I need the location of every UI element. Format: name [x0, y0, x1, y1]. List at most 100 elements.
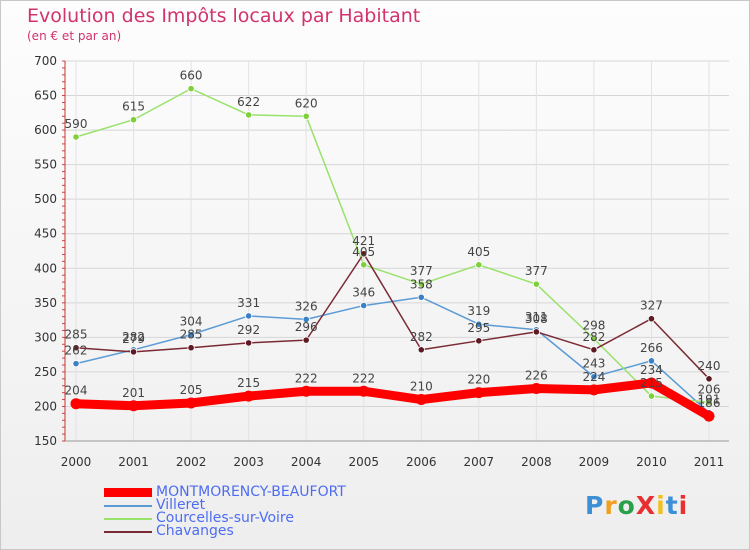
- x-tick-label: 2010: [636, 455, 667, 469]
- data-label: 205: [180, 383, 203, 397]
- data-point: [475, 320, 483, 328]
- data-point: [417, 280, 425, 288]
- y-tick-label: 450: [34, 227, 57, 241]
- legend-item: Courcelles-sur-Voire: [104, 511, 346, 525]
- series-line: [75, 253, 710, 380]
- data-point: [300, 385, 312, 397]
- legend-item: MONTMORENCY-BEAUFORT: [104, 485, 346, 499]
- data-label: 186: [698, 396, 721, 410]
- y-tick-label: 250: [34, 365, 57, 379]
- logo-letter: i: [656, 491, 666, 520]
- data-label: 282: [410, 330, 433, 344]
- data-point: [415, 394, 427, 406]
- data-label: 220: [467, 373, 490, 387]
- y-tick-label: 400: [34, 261, 57, 275]
- data-point: [705, 398, 713, 406]
- legend-label: Villeret: [156, 497, 206, 513]
- data-label: 262: [65, 344, 88, 358]
- data-label: 331: [237, 296, 260, 310]
- data-point: [532, 280, 540, 288]
- data-point: [532, 328, 540, 336]
- data-label: 405: [467, 245, 490, 259]
- data-label: 222: [352, 371, 375, 385]
- data-point: [245, 111, 253, 119]
- data-label: 590: [65, 117, 88, 131]
- data-point: [302, 315, 310, 323]
- data-point: [128, 400, 140, 412]
- data-label: 660: [180, 69, 203, 83]
- data-point: [360, 250, 368, 258]
- data-label: 622: [237, 95, 260, 109]
- data-point: [245, 312, 253, 320]
- data-point: [705, 375, 713, 383]
- data-label: 405: [352, 245, 375, 259]
- x-tick-label: 2007: [464, 455, 495, 469]
- data-label: 282: [582, 330, 605, 344]
- data-point: [129, 116, 138, 124]
- data-label: 421: [352, 234, 375, 248]
- y-tick-label: 350: [34, 296, 57, 310]
- x-tick-label: 2004: [291, 455, 322, 469]
- data-point: [647, 357, 656, 365]
- x-tick-label: 2011: [694, 455, 725, 469]
- legend-swatch: [104, 530, 152, 533]
- data-point: [360, 301, 368, 310]
- y-tick-label: 300: [34, 330, 57, 344]
- x-tick-label: 2002: [176, 455, 207, 469]
- data-label: 298: [582, 319, 605, 333]
- chart-subtitle: (en € et par an): [27, 29, 122, 43]
- data-label: 377: [525, 264, 548, 278]
- data-point: [70, 398, 82, 410]
- data-label: 243: [582, 357, 605, 371]
- data-point: [417, 346, 425, 354]
- legend-label: Chavanges: [156, 523, 234, 539]
- series-line: [75, 87, 710, 404]
- data-point: [185, 397, 197, 409]
- x-tick-label: 2005: [348, 455, 379, 469]
- data-point: [72, 360, 80, 368]
- data-point: [473, 387, 485, 399]
- data-label: 234: [640, 363, 663, 377]
- y-tick-label: 150: [34, 434, 57, 448]
- data-point: [187, 85, 195, 93]
- data-point: [245, 339, 253, 347]
- data-point: [360, 261, 368, 269]
- x-tick-label: 2006: [406, 455, 437, 469]
- logo-letter: P: [585, 491, 605, 520]
- data-point: [647, 392, 656, 400]
- logo-letter: t: [665, 491, 679, 520]
- legend-swatch: [104, 504, 152, 507]
- data-point: [530, 382, 542, 394]
- data-point: [590, 335, 598, 343]
- data-point: [302, 336, 310, 344]
- logo-letter: X: [635, 491, 657, 520]
- y-tick-label: 600: [34, 123, 57, 137]
- x-tick-label: 2009: [579, 455, 610, 469]
- data-point: [72, 133, 80, 141]
- data-point: [588, 384, 600, 396]
- y-tick-label: 500: [34, 192, 57, 206]
- data-label: 358: [410, 277, 433, 291]
- data-label: 296: [295, 320, 318, 334]
- chart-title: Evolution des Impôts locaux par Habitant: [27, 5, 421, 27]
- data-label: 308: [525, 312, 548, 326]
- x-tick-label: 2001: [118, 455, 149, 469]
- data-point: [475, 261, 483, 269]
- legend-item: Chavanges: [104, 523, 346, 539]
- x-tick-label: 2003: [233, 455, 264, 469]
- data-label: 240: [698, 359, 721, 373]
- data-point: [590, 346, 598, 354]
- line-chart: 150 200 250 300 350 400 450 500 550 600 650 700 2000…: [34, 54, 729, 469]
- logo-letter: o: [617, 491, 636, 520]
- data-label: 285: [180, 328, 203, 342]
- data-point: [302, 112, 310, 120]
- legend-item: Villeret: [104, 497, 346, 513]
- y-tick-label: 550: [34, 158, 57, 172]
- data-point: [647, 315, 656, 323]
- data-label: 266: [640, 341, 663, 355]
- data-label: 346: [352, 286, 375, 300]
- data-label: 201: [122, 386, 145, 400]
- data-point: [129, 348, 138, 356]
- data-label: 292: [237, 323, 260, 337]
- data-label: 191: [698, 393, 721, 407]
